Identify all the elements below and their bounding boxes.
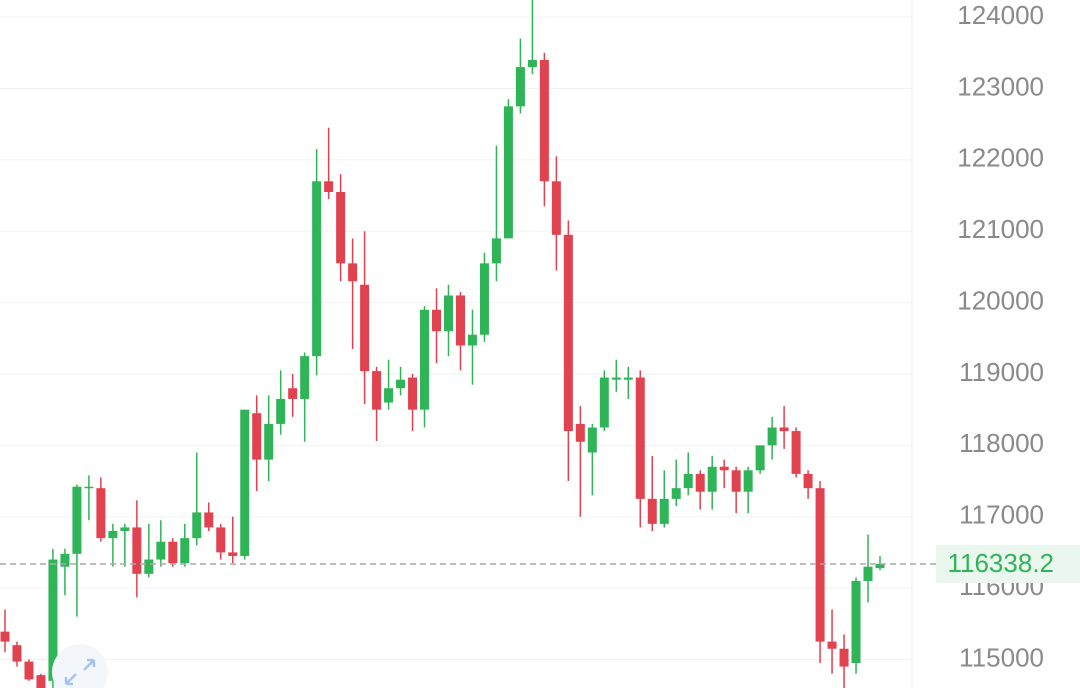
candle-body <box>455 295 465 346</box>
candle-body <box>168 541 178 564</box>
candle-body <box>216 527 226 553</box>
candle-body <box>443 295 453 332</box>
candle-body <box>12 645 22 662</box>
y-tick-label: 119000 <box>959 357 1044 387</box>
candle-body <box>132 527 142 574</box>
candle-body <box>827 641 837 649</box>
candle-body <box>252 413 262 460</box>
candle-body <box>300 356 310 399</box>
candle-body <box>875 563 885 569</box>
candle-body <box>156 541 166 560</box>
candle-body <box>563 234 573 432</box>
candle-body <box>659 498 669 524</box>
candle-body <box>48 559 58 681</box>
candle-body <box>635 377 645 499</box>
candle-body <box>815 488 825 642</box>
candle-body <box>647 498 657 524</box>
last-price-box <box>936 544 1080 583</box>
candle-body <box>420 309 430 410</box>
candle-body <box>276 398 286 424</box>
candle-body <box>192 512 202 539</box>
candle-body <box>372 371 382 410</box>
y-tick-label: 115000 <box>959 642 1044 672</box>
y-tick-label: 122000 <box>957 143 1044 173</box>
last-price-label: 116338.2 <box>947 548 1054 578</box>
candle-body <box>120 527 130 531</box>
candle-body <box>288 388 298 399</box>
candle-body <box>743 470 753 492</box>
candle-body <box>695 473 705 492</box>
y-tick-label: 120000 <box>957 285 1044 315</box>
candle-body <box>515 67 525 107</box>
candle-body <box>432 309 442 332</box>
candle-body <box>767 427 777 446</box>
candle-body <box>623 377 633 380</box>
candle-body <box>24 661 34 680</box>
y-tick-label: 124000 <box>957 0 1044 30</box>
candle-body <box>731 470 741 492</box>
candle-body <box>336 191 346 264</box>
candle-body <box>228 552 238 556</box>
y-tick-label: 123000 <box>957 71 1044 101</box>
candle-body <box>755 445 765 471</box>
candle-body <box>479 263 489 335</box>
candle-body <box>264 423 274 460</box>
candle-body <box>491 238 501 264</box>
candle-body <box>587 427 597 453</box>
icon-arrows <box>64 658 96 686</box>
y-tick-label: 121000 <box>957 214 1044 244</box>
candle-body <box>791 431 801 474</box>
candle-body <box>707 466 717 492</box>
candle-body <box>36 675 46 688</box>
candle-body <box>575 423 585 442</box>
candle-body <box>467 334 477 346</box>
candle-body <box>551 181 561 235</box>
candle-body <box>144 559 154 574</box>
candle-body <box>851 580 861 664</box>
candle-body <box>779 427 789 432</box>
candle-body <box>599 377 609 428</box>
candle-body <box>611 377 621 380</box>
y-tick-label: 117000 <box>959 500 1044 530</box>
candle-body <box>84 486 94 489</box>
candle-body <box>863 566 873 581</box>
candle-body <box>360 284 370 372</box>
candle-body <box>671 488 681 499</box>
candle-body <box>527 59 537 68</box>
candle-body <box>408 377 418 410</box>
candle-body <box>324 181 334 192</box>
candle-body <box>240 409 250 556</box>
candle-body <box>803 473 813 489</box>
candle-body <box>503 106 513 239</box>
candle-body <box>384 388 394 403</box>
candle-body <box>539 59 549 182</box>
candle-body <box>839 648 849 667</box>
candle-body <box>96 488 106 539</box>
candle-body <box>683 473 693 489</box>
expand-icon[interactable] <box>52 644 108 688</box>
candle-body <box>0 631 10 642</box>
candle-body <box>396 379 406 389</box>
candle-body <box>72 486 82 554</box>
candle-body <box>312 181 322 357</box>
candle-body <box>60 553 70 567</box>
candle-body <box>180 538 190 564</box>
candle-body <box>719 466 729 471</box>
icon-bg <box>52 644 108 688</box>
candle-body <box>108 530 118 539</box>
candle-body <box>348 263 358 282</box>
candle-body <box>204 512 214 528</box>
y-tick-label: 118000 <box>959 428 1044 458</box>
